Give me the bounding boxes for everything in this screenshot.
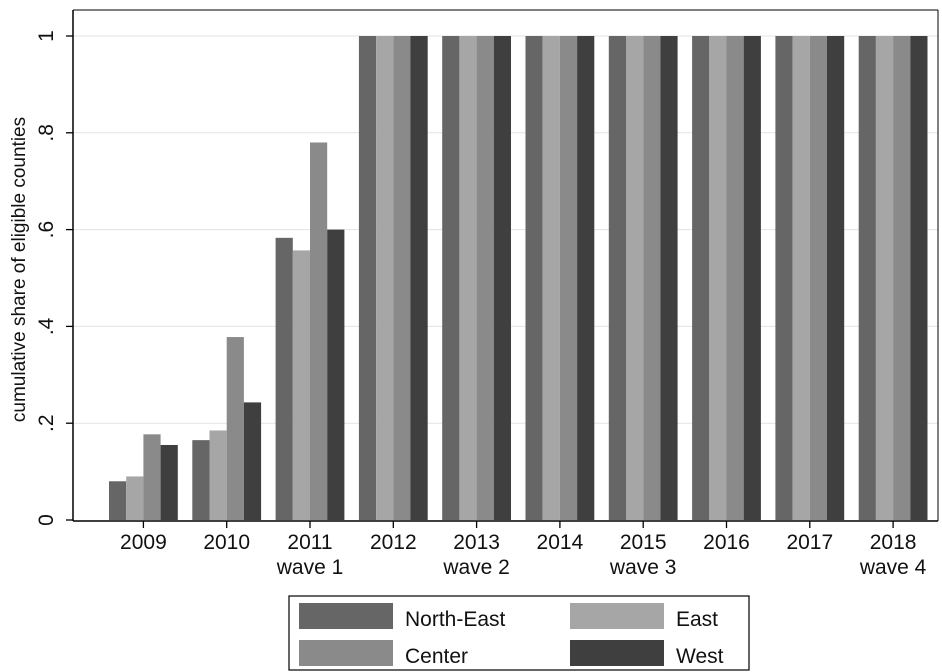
- bar-east-2013: [459, 36, 477, 520]
- x-tick-sublabel: wave 4: [859, 556, 927, 579]
- legend-label: East: [676, 608, 718, 631]
- bar-west-2017: [827, 36, 845, 520]
- bar-center-2018: [893, 36, 911, 520]
- y-axis-title: cumulative share of eligible counties: [9, 117, 30, 422]
- y-tick-label: 0: [35, 514, 58, 526]
- bar-west-2011: [327, 229, 345, 520]
- bar-east-2016: [709, 36, 727, 520]
- x-tick-sublabel: wave 2: [442, 556, 510, 579]
- bar-center-2012: [393, 36, 411, 520]
- y-tick-label: .2: [35, 414, 58, 432]
- bar-east-2018: [875, 36, 894, 520]
- bar-east-2014: [542, 36, 560, 520]
- x-tick-label: 2018: [870, 531, 917, 554]
- bar-east-2009: [126, 476, 144, 520]
- bar-north-east-2016: [692, 36, 710, 520]
- bar-center-2015: [643, 36, 661, 520]
- bar-center-2014: [559, 36, 578, 520]
- bar-west-2018: [910, 36, 928, 520]
- x-tick-label: 2009: [120, 531, 167, 554]
- x-tick-label: 2012: [370, 531, 417, 554]
- legend-swatch: [299, 603, 393, 629]
- x-tick-sublabel: wave 1: [276, 556, 344, 579]
- bar-center-2013: [476, 36, 494, 520]
- bar-west-2014: [577, 36, 595, 520]
- bar-east-2017: [792, 36, 810, 520]
- x-tick-sublabel: wave 3: [609, 556, 677, 579]
- x-tick-label: 2011: [287, 531, 332, 554]
- bar-center-2009: [143, 434, 161, 520]
- y-tick-label: .4: [35, 317, 58, 335]
- x-tick-label: 2017: [786, 531, 833, 554]
- x-tick-label: 2013: [453, 531, 500, 554]
- legend-label: North-East: [405, 608, 506, 631]
- bar-east-2011: [292, 250, 310, 521]
- legend: North-East East Center West: [288, 595, 750, 671]
- bar-north-east-2012: [358, 36, 377, 520]
- bar-west-2016: [743, 36, 761, 520]
- bars: [109, 36, 928, 521]
- legend-label: West: [676, 645, 724, 668]
- bar-west-2012: [410, 36, 428, 520]
- bar-center-2016: [726, 36, 744, 520]
- bar-east-2015: [626, 36, 644, 520]
- y-tick-label: 1: [35, 30, 58, 42]
- bar-north-east-2013: [442, 36, 460, 520]
- bar-center-2011: [310, 142, 328, 521]
- bar-west-2010: [243, 402, 262, 520]
- bar-north-east-2018: [858, 36, 876, 520]
- x-tick-label: 2014: [537, 531, 584, 554]
- bar-east-2012: [376, 36, 394, 520]
- x-tick-label: 2015: [620, 531, 667, 554]
- legend-label: Center: [405, 645, 468, 668]
- bar-west-2015: [660, 36, 678, 520]
- bar-west-2009: [160, 444, 178, 520]
- bar-center-2010: [226, 337, 244, 520]
- bar-north-east-2017: [775, 36, 793, 520]
- bar-west-2013: [493, 36, 511, 520]
- y-tick-label: .6: [35, 221, 58, 239]
- bar-east-2010: [209, 430, 227, 520]
- bar-center-2017: [809, 36, 827, 520]
- y-tick-label: .8: [35, 124, 58, 142]
- legend-swatch: [299, 640, 393, 666]
- bar-north-east-2009: [109, 481, 127, 520]
- legend-swatch: [570, 603, 664, 629]
- bar-north-east-2015: [608, 36, 626, 520]
- x-tick-label: 2010: [203, 531, 250, 554]
- bar-north-east-2011: [275, 237, 293, 520]
- legend-swatch: [570, 640, 664, 666]
- x-tick-label: 2016: [703, 531, 750, 554]
- bar-north-east-2014: [525, 36, 543, 520]
- bar-north-east-2010: [192, 440, 210, 520]
